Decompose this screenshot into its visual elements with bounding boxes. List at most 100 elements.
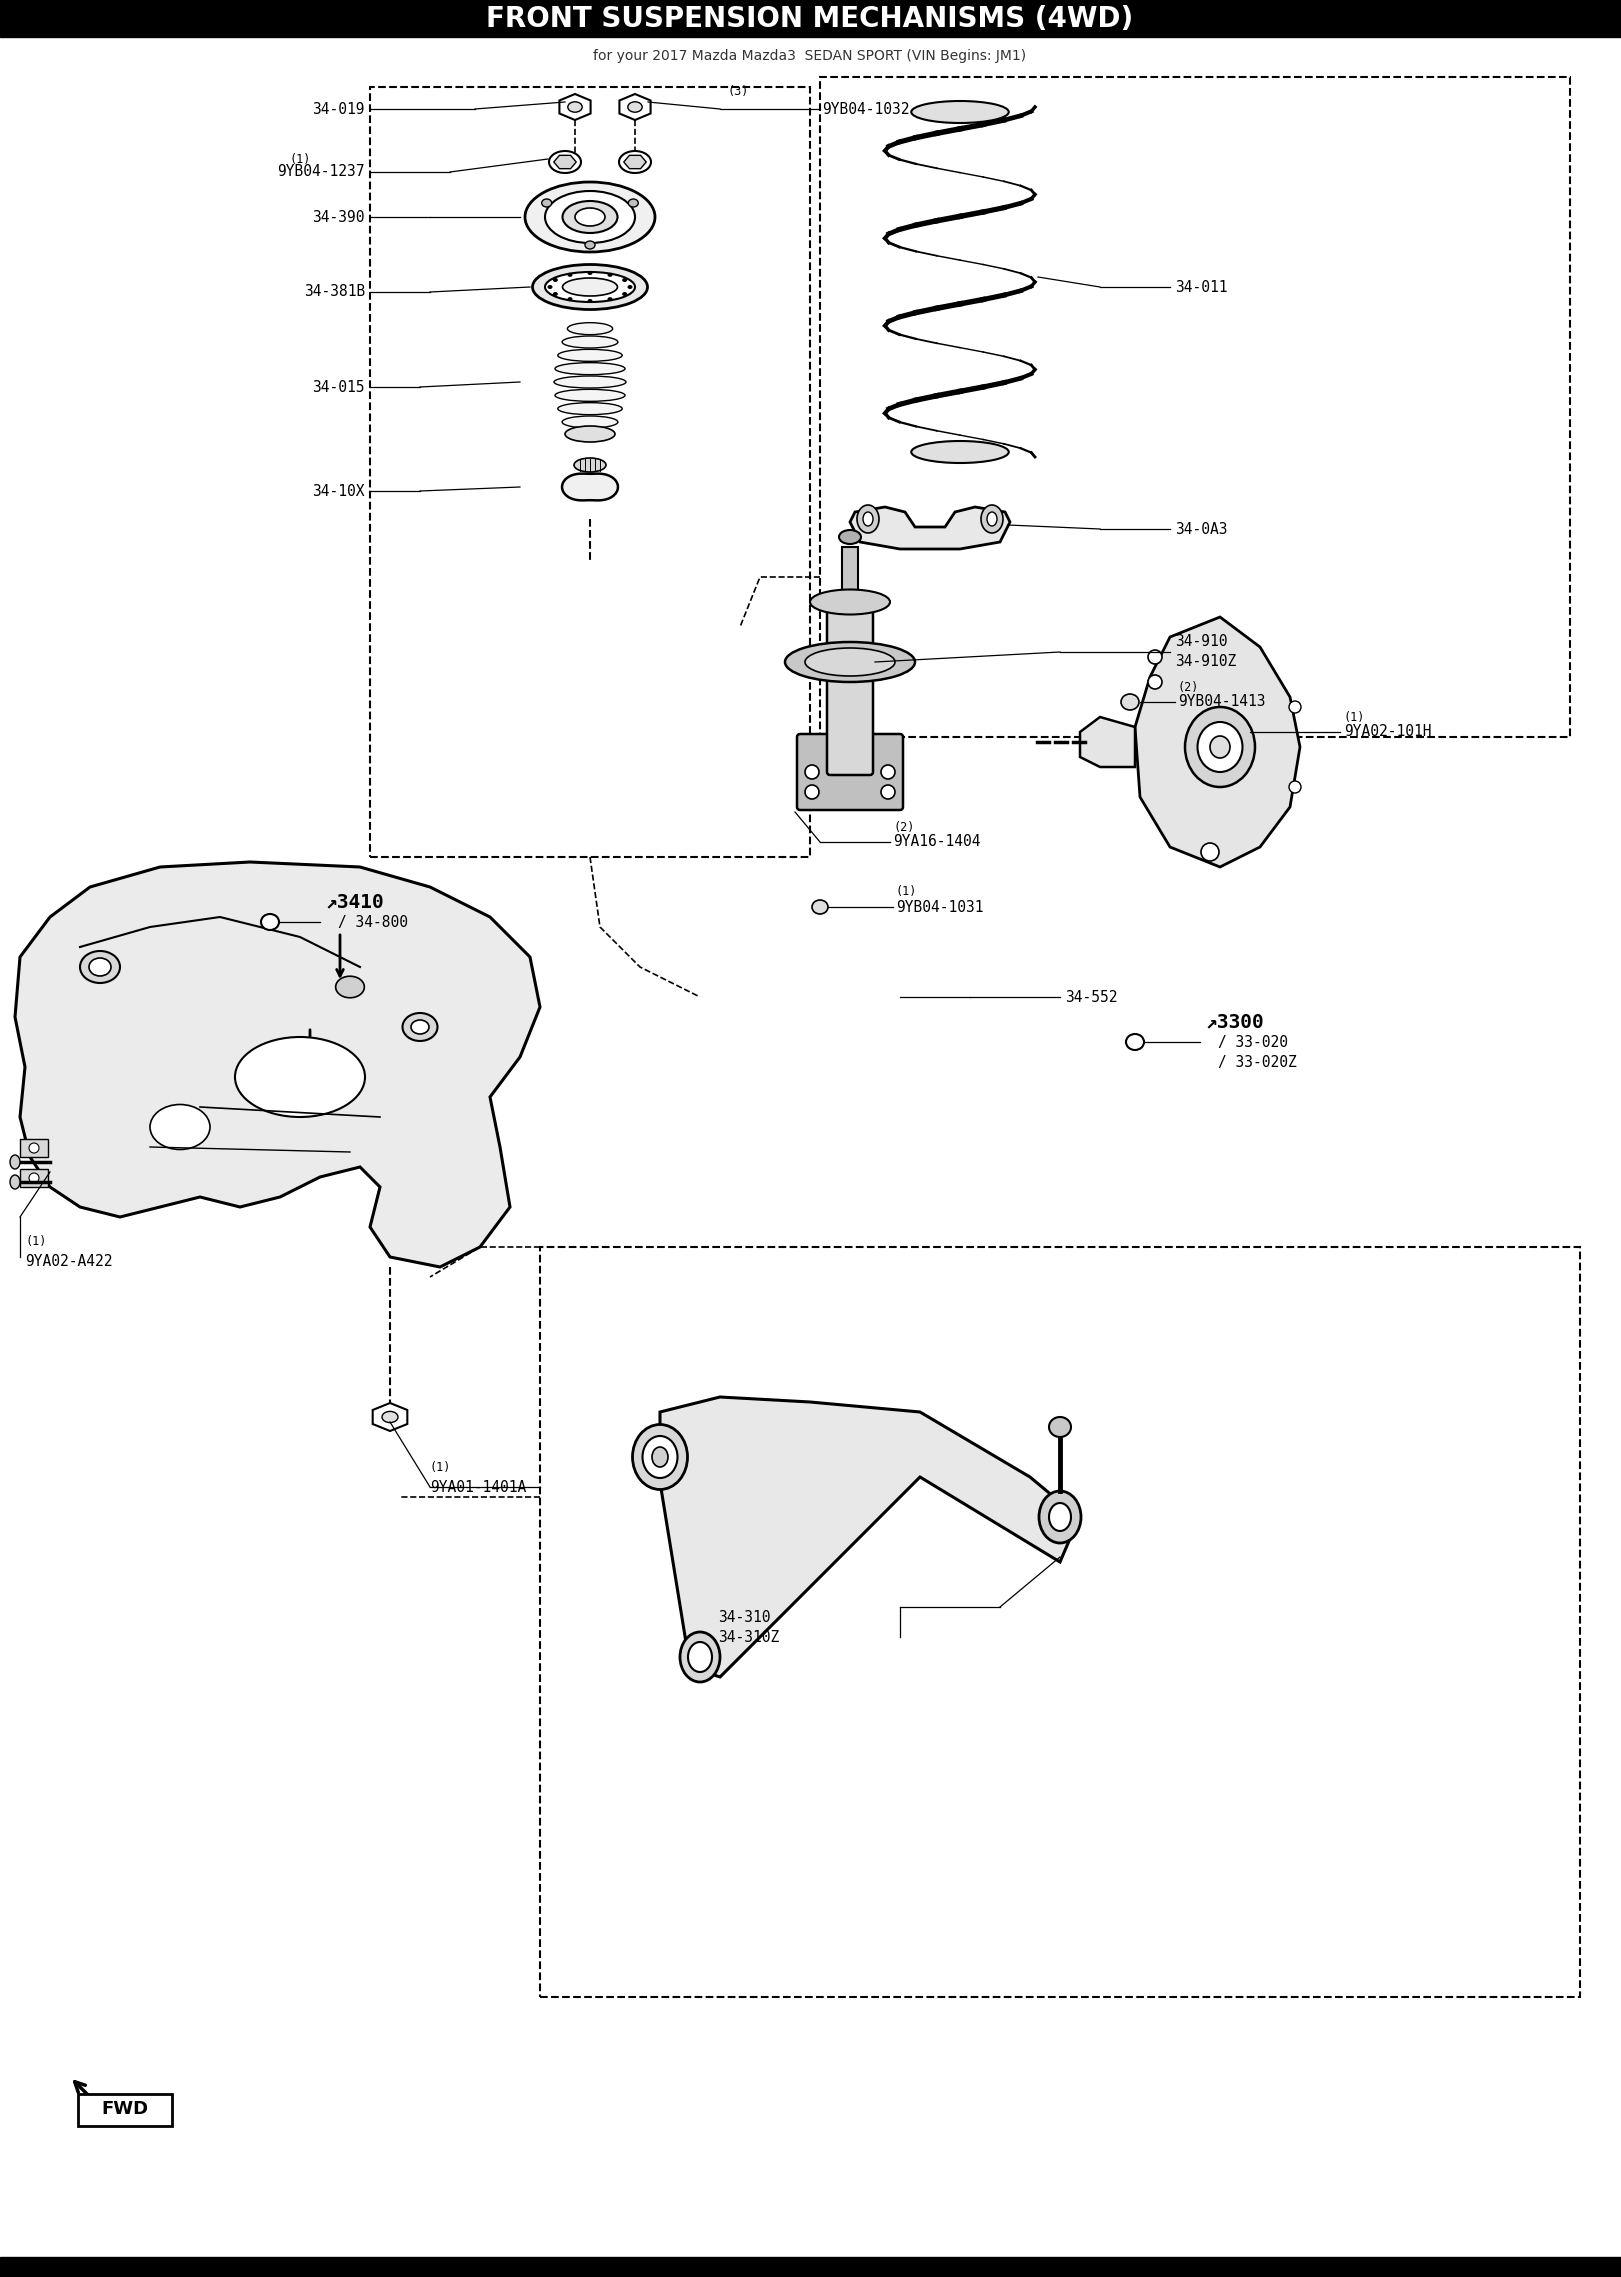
Text: / 33-020: / 33-020	[1217, 1034, 1289, 1050]
Ellipse shape	[567, 430, 613, 442]
Polygon shape	[619, 93, 650, 121]
Ellipse shape	[562, 417, 618, 428]
Ellipse shape	[566, 426, 614, 442]
Ellipse shape	[587, 271, 593, 276]
Text: 9YA01-1401A: 9YA01-1401A	[430, 1480, 527, 1494]
Ellipse shape	[1209, 735, 1230, 758]
Polygon shape	[849, 508, 1010, 549]
Text: 34-019: 34-019	[313, 102, 365, 116]
Ellipse shape	[541, 198, 551, 207]
Ellipse shape	[554, 362, 626, 376]
Text: 9YB04-1032: 9YB04-1032	[822, 102, 909, 116]
Polygon shape	[15, 863, 540, 1266]
Ellipse shape	[29, 1173, 39, 1184]
Ellipse shape	[585, 241, 595, 248]
Ellipse shape	[567, 102, 582, 112]
Polygon shape	[1080, 717, 1135, 767]
Text: (1): (1)	[1344, 710, 1365, 724]
Ellipse shape	[554, 376, 626, 387]
Ellipse shape	[608, 296, 613, 301]
Ellipse shape	[810, 590, 890, 615]
Text: 34-910: 34-910	[1175, 635, 1227, 649]
Ellipse shape	[10, 1175, 19, 1189]
Ellipse shape	[79, 952, 120, 984]
Ellipse shape	[1122, 694, 1140, 710]
Bar	[19, 1168, 49, 1186]
Text: 34-552: 34-552	[1065, 990, 1117, 1004]
Ellipse shape	[10, 1154, 19, 1168]
Text: / 33-020Z: / 33-020Z	[1217, 1054, 1297, 1070]
Ellipse shape	[652, 1446, 668, 1466]
Text: 9YB04-1237: 9YB04-1237	[277, 164, 365, 180]
Text: / 34-800: / 34-800	[339, 915, 408, 929]
Polygon shape	[554, 155, 575, 168]
Ellipse shape	[806, 765, 819, 779]
Ellipse shape	[632, 1425, 687, 1489]
Text: 34-381B: 34-381B	[303, 285, 365, 301]
Text: 34-390: 34-390	[313, 209, 365, 225]
Ellipse shape	[619, 150, 652, 173]
Ellipse shape	[548, 285, 553, 289]
Ellipse shape	[1039, 1491, 1081, 1544]
Ellipse shape	[911, 442, 1008, 462]
Ellipse shape	[987, 512, 997, 526]
Ellipse shape	[533, 264, 647, 310]
Ellipse shape	[151, 1104, 211, 1150]
Ellipse shape	[862, 512, 874, 526]
Polygon shape	[660, 1398, 1075, 1676]
Ellipse shape	[981, 505, 1003, 533]
Ellipse shape	[812, 899, 828, 913]
Ellipse shape	[858, 505, 879, 533]
Ellipse shape	[567, 296, 572, 301]
Ellipse shape	[880, 786, 895, 799]
Ellipse shape	[880, 765, 895, 779]
Ellipse shape	[806, 649, 895, 676]
Ellipse shape	[679, 1633, 720, 1683]
Text: (2): (2)	[1178, 681, 1200, 694]
Text: (1): (1)	[430, 1460, 451, 1473]
Text: FRONT SUSPENSION MECHANISMS (4WD): FRONT SUSPENSION MECHANISMS (4WD)	[486, 5, 1133, 32]
Ellipse shape	[575, 207, 605, 225]
Text: (2): (2)	[893, 820, 914, 833]
Ellipse shape	[840, 531, 861, 544]
Ellipse shape	[1049, 1503, 1071, 1530]
Ellipse shape	[627, 102, 642, 112]
Polygon shape	[559, 93, 590, 121]
Text: (1): (1)	[290, 153, 311, 166]
Ellipse shape	[550, 150, 580, 173]
Text: 9YA02-A422: 9YA02-A422	[24, 1255, 112, 1271]
Ellipse shape	[642, 1437, 678, 1478]
Text: 34-10X: 34-10X	[313, 483, 365, 499]
Ellipse shape	[608, 273, 613, 278]
Ellipse shape	[412, 1020, 430, 1034]
FancyBboxPatch shape	[827, 608, 874, 774]
Text: 34-310Z: 34-310Z	[718, 1630, 780, 1644]
Text: 34-910Z: 34-910Z	[1175, 653, 1237, 669]
Text: (1): (1)	[896, 883, 917, 897]
Text: 9YB04-1413: 9YB04-1413	[1178, 694, 1266, 710]
Ellipse shape	[567, 273, 572, 278]
Bar	[370, 87, 810, 856]
FancyBboxPatch shape	[78, 2095, 172, 2127]
Bar	[540, 1248, 1580, 1997]
Bar	[841, 546, 858, 597]
Text: ↗3410: ↗3410	[324, 893, 384, 911]
Ellipse shape	[785, 642, 914, 683]
Polygon shape	[624, 155, 647, 168]
Ellipse shape	[558, 403, 622, 414]
Ellipse shape	[622, 291, 627, 296]
Ellipse shape	[1049, 1416, 1071, 1437]
Ellipse shape	[567, 323, 613, 335]
Polygon shape	[373, 1403, 407, 1430]
Ellipse shape	[687, 1642, 712, 1671]
Ellipse shape	[911, 100, 1008, 123]
Ellipse shape	[1185, 706, 1255, 788]
FancyBboxPatch shape	[798, 733, 903, 811]
Ellipse shape	[554, 389, 626, 401]
Ellipse shape	[261, 913, 279, 929]
Text: for your 2017 Mazda Mazda3  SEDAN SPORT (VIN Begins: JM1): for your 2017 Mazda Mazda3 SEDAN SPORT (…	[593, 50, 1026, 64]
Polygon shape	[1135, 617, 1300, 868]
Text: 34-310: 34-310	[718, 1610, 770, 1624]
Text: 9YB04-1031: 9YB04-1031	[896, 899, 984, 915]
Ellipse shape	[622, 278, 627, 282]
